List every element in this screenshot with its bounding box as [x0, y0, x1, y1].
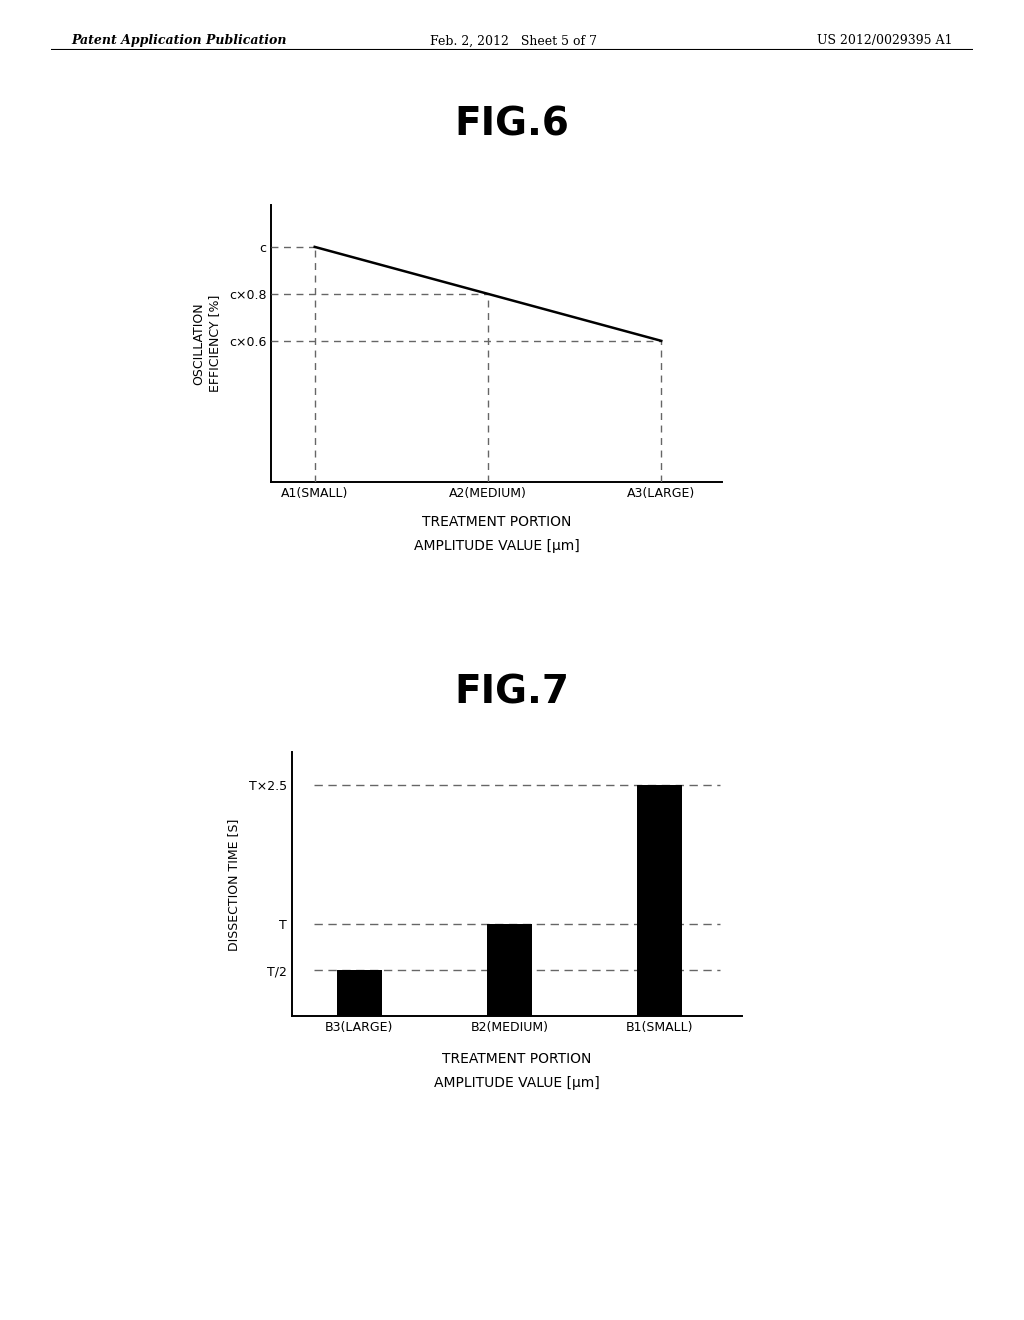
Text: TREATMENT PORTION: TREATMENT PORTION — [422, 515, 571, 529]
Bar — [637, 785, 682, 1016]
Bar — [337, 970, 382, 1016]
Text: US 2012/0029395 A1: US 2012/0029395 A1 — [817, 34, 952, 48]
Text: Patent Application Publication: Patent Application Publication — [72, 34, 287, 48]
Bar — [487, 924, 532, 1016]
Text: AMPLITUDE VALUE [μm]: AMPLITUDE VALUE [μm] — [414, 539, 580, 553]
Text: FIG.6: FIG.6 — [455, 106, 569, 144]
Text: TREATMENT PORTION: TREATMENT PORTION — [442, 1052, 592, 1067]
Text: Feb. 2, 2012   Sheet 5 of 7: Feb. 2, 2012 Sheet 5 of 7 — [430, 34, 597, 48]
Text: AMPLITUDE VALUE [μm]: AMPLITUDE VALUE [μm] — [434, 1076, 600, 1090]
Y-axis label: OSCILLATION
EFFICIENCY [%]: OSCILLATION EFFICIENCY [%] — [193, 294, 220, 392]
Text: FIG.7: FIG.7 — [455, 673, 569, 711]
Y-axis label: DISSECTION TIME [S]: DISSECTION TIME [S] — [227, 818, 241, 950]
